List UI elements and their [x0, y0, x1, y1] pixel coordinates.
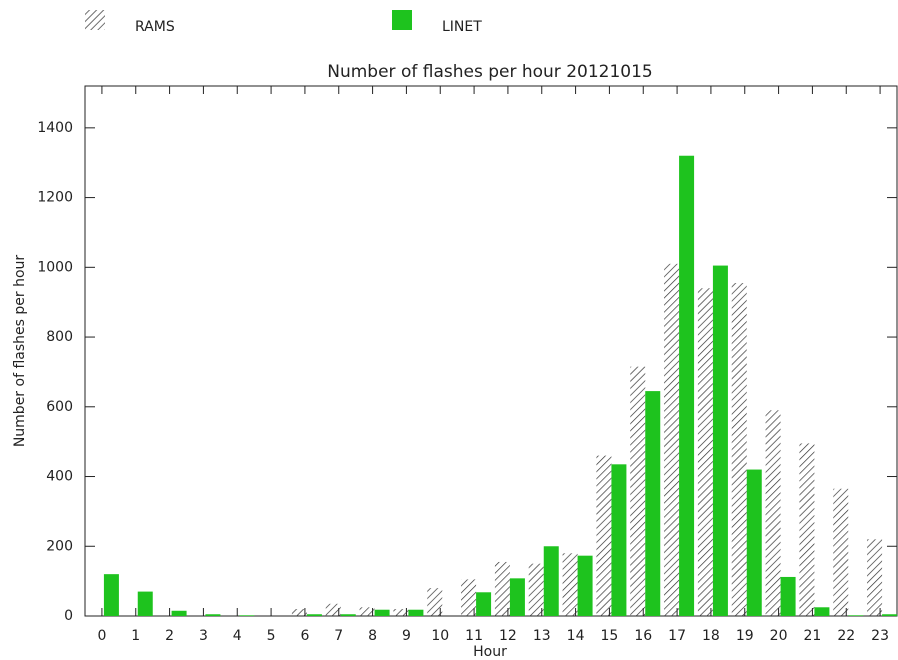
bar [476, 592, 492, 616]
x-tick-label: 16 [634, 628, 652, 644]
bar [137, 591, 153, 616]
bar [359, 607, 375, 616]
bar [103, 574, 119, 616]
y-tick-label: 1400 [37, 120, 73, 136]
x-tick-label: 14 [567, 628, 585, 644]
chart-title: Number of flashes per hour 20121015 [327, 62, 652, 82]
legend-swatch [392, 10, 412, 30]
x-tick-label: 20 [770, 628, 788, 644]
x-tick-label: 6 [300, 628, 309, 644]
legend-swatch [85, 10, 105, 30]
x-tick-label: 21 [804, 628, 822, 644]
bar [799, 443, 815, 616]
x-tick-label: 1 [131, 628, 140, 644]
bar [325, 603, 341, 616]
legend-label: LINET [442, 19, 482, 35]
bar [306, 614, 322, 616]
bar [630, 366, 646, 616]
bar [833, 488, 849, 616]
x-tick-label: 11 [465, 628, 483, 644]
x-tick-label: 22 [837, 628, 855, 644]
bar [239, 615, 255, 616]
bar [393, 609, 409, 616]
bar [577, 555, 593, 616]
bar [494, 561, 510, 616]
x-tick-label: 8 [368, 628, 377, 644]
y-tick-label: 800 [46, 329, 73, 345]
bar [765, 410, 781, 616]
bar [645, 391, 661, 616]
x-tick-label: 4 [233, 628, 242, 644]
bar [882, 614, 898, 616]
y-tick-label: 400 [46, 469, 73, 485]
bar [780, 576, 796, 616]
x-tick-label: 17 [668, 628, 686, 644]
x-tick-label: 10 [431, 628, 449, 644]
legend-label: RAMS [135, 19, 175, 35]
x-axis-label: Hour [473, 644, 507, 660]
bar [528, 563, 544, 616]
bar [562, 553, 578, 616]
bar [374, 609, 390, 616]
y-tick-label: 600 [46, 399, 73, 415]
y-tick-label: 1200 [37, 190, 73, 206]
x-tick-label: 18 [702, 628, 720, 644]
bar [664, 263, 680, 616]
bar [461, 579, 477, 616]
y-tick-label: 1000 [37, 259, 73, 275]
y-tick-label: 0 [64, 608, 73, 624]
bar [205, 614, 221, 616]
bar [679, 155, 695, 616]
bar [746, 469, 762, 616]
x-tick-label: 9 [402, 628, 411, 644]
x-tick-label: 3 [199, 628, 208, 644]
x-tick-label: 12 [499, 628, 517, 644]
x-tick-label: 23 [871, 628, 889, 644]
bar [848, 615, 864, 616]
x-tick-label: 2 [165, 628, 174, 644]
x-tick-label: 15 [601, 628, 619, 644]
x-tick-label: 7 [334, 628, 343, 644]
bar [596, 455, 612, 616]
bar [171, 610, 187, 616]
bar [427, 588, 443, 616]
x-tick-label: 5 [267, 628, 276, 644]
bar [712, 265, 728, 616]
bar [291, 609, 307, 616]
bar [408, 609, 424, 616]
bar [509, 578, 525, 616]
bar [731, 283, 747, 616]
bar [867, 539, 883, 616]
y-tick-label: 200 [46, 538, 73, 554]
x-tick-label: 19 [736, 628, 754, 644]
bar [697, 288, 713, 616]
x-tick-label: 13 [533, 628, 551, 644]
bar [814, 607, 830, 616]
bar [340, 614, 356, 616]
bar [543, 546, 559, 616]
bar [611, 464, 627, 616]
x-tick-label: 0 [97, 628, 106, 644]
y-axis-label: Number of flashes per hour [12, 255, 28, 448]
